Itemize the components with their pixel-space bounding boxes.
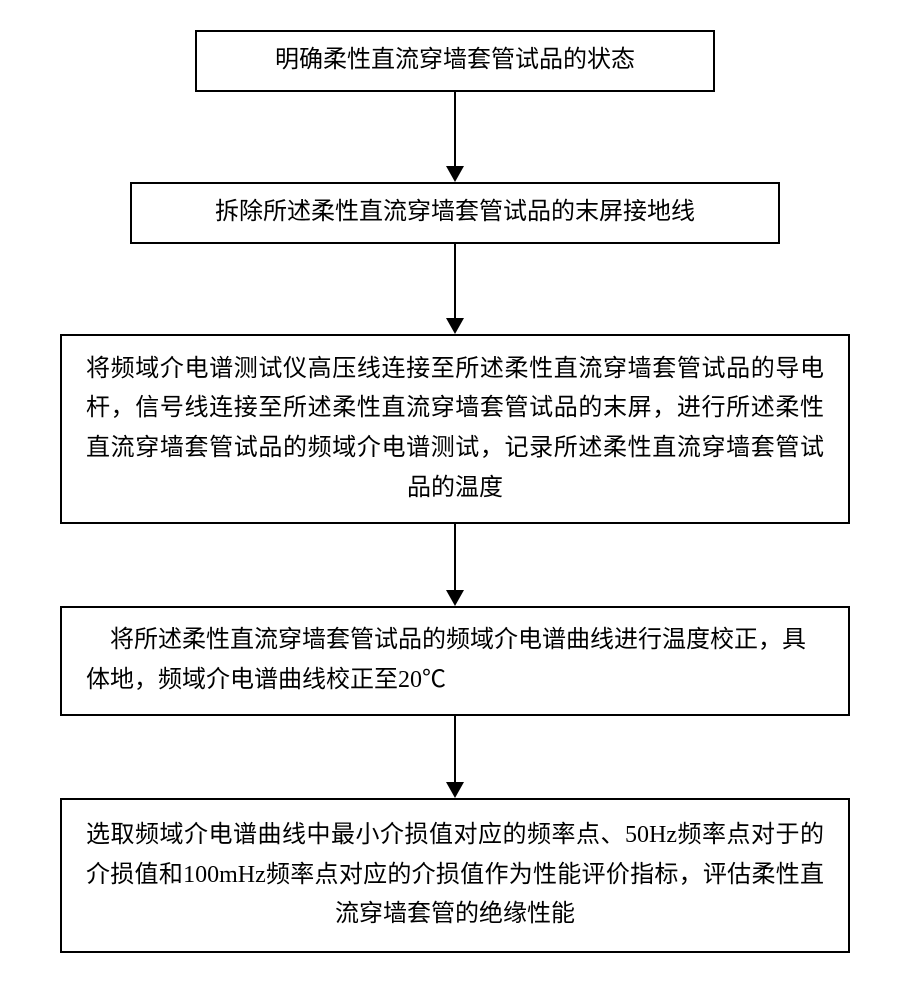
step-3-text: 将频域介电谱测试仪高压线连接至所述柔性直流穿墙套管试品的导电杆，信号线连接至所述…: [86, 350, 824, 508]
arrow-head-icon: [446, 166, 464, 182]
step-2-text: 拆除所述柔性直流穿墙套管试品的末屏接地线: [215, 193, 695, 233]
arrow-head-icon: [446, 782, 464, 798]
arrow-2: [446, 244, 464, 334]
flowchart-step-1: 明确柔性直流穿墙套管试品的状态: [195, 30, 715, 92]
arrow-line: [454, 524, 456, 590]
flowchart-step-2: 拆除所述柔性直流穿墙套管试品的末屏接地线: [130, 182, 780, 244]
arrow-line: [454, 716, 456, 782]
arrow-4: [446, 716, 464, 798]
arrow-3: [446, 524, 464, 606]
step-1-text: 明确柔性直流穿墙套管试品的状态: [275, 41, 635, 81]
step-5-text: 选取频域介电谱曲线中最小介损值对应的频率点、50Hz频率点对于的介损值和100m…: [86, 816, 824, 935]
flowchart-step-4: 将所述柔性直流穿墙套管试品的频域介电谱曲线进行温度校正，具体地，频域介电谱曲线校…: [60, 606, 850, 716]
step-4-text: 将所述柔性直流穿墙套管试品的频域介电谱曲线进行温度校正，具体地，频域介电谱曲线校…: [86, 621, 824, 700]
arrow-head-icon: [446, 590, 464, 606]
arrow-head-icon: [446, 318, 464, 334]
flowchart-container: 明确柔性直流穿墙套管试品的状态 拆除所述柔性直流穿墙套管试品的末屏接地线 将频域…: [0, 30, 910, 953]
arrow-1: [446, 92, 464, 182]
arrow-line: [454, 244, 456, 318]
arrow-line: [454, 92, 456, 166]
flowchart-step-5: 选取频域介电谱曲线中最小介损值对应的频率点、50Hz频率点对于的介损值和100m…: [60, 798, 850, 953]
flowchart-step-3: 将频域介电谱测试仪高压线连接至所述柔性直流穿墙套管试品的导电杆，信号线连接至所述…: [60, 334, 850, 524]
